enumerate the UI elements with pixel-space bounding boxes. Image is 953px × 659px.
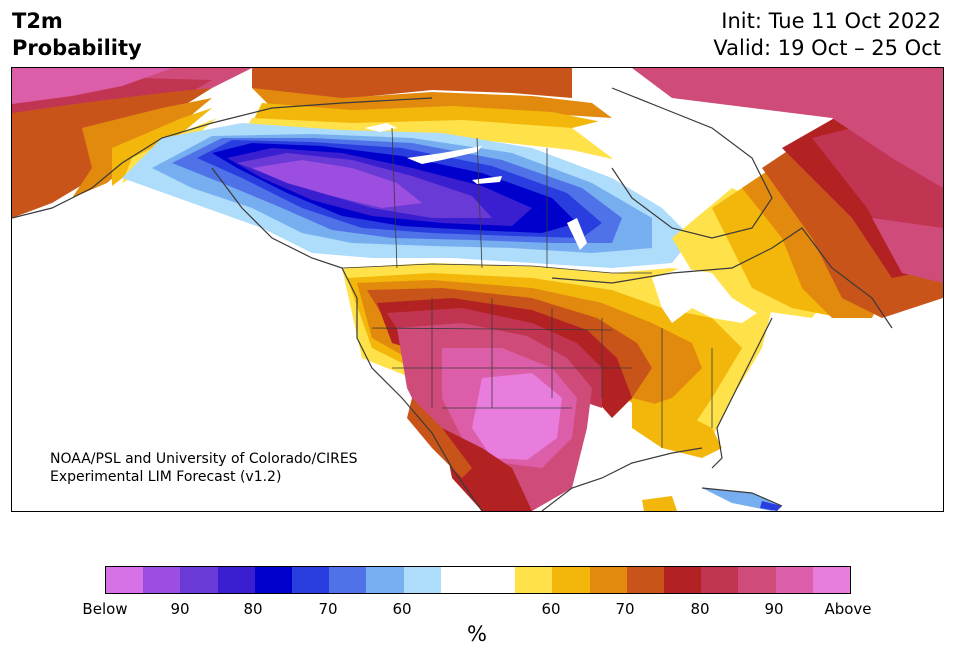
title-line-2: Probability bbox=[12, 36, 142, 60]
colorbar-cell bbox=[106, 567, 144, 593]
canada-below-90 bbox=[252, 160, 422, 208]
coastlines bbox=[12, 87, 893, 511]
alaska-above-inner bbox=[12, 68, 172, 104]
probability-map: NOAA/PSL and University of Colorado/CIRE… bbox=[11, 67, 944, 512]
colorbar-cell bbox=[775, 567, 813, 593]
colorbar-unit: % bbox=[467, 622, 487, 646]
labrador-above bbox=[872, 218, 943, 283]
colorbar-cell bbox=[552, 567, 590, 593]
great-lakes bbox=[652, 268, 757, 323]
colorbar-cell bbox=[478, 567, 516, 593]
colorbar-tick-label: 70 bbox=[615, 600, 635, 618]
colorbar-tick-label: 90 bbox=[764, 600, 784, 618]
colorbar bbox=[105, 566, 851, 594]
baja-above bbox=[407, 398, 472, 478]
colorbar-tick-label: 60 bbox=[541, 600, 561, 618]
forecast-dates: Init: Tue 11 Oct 2022 Valid: 19 Oct – 25… bbox=[713, 8, 941, 62]
caribbean-above bbox=[642, 496, 677, 511]
colorbar-tick-label: 70 bbox=[318, 600, 338, 618]
colorbar-cell bbox=[403, 567, 441, 593]
usa-above-max bbox=[472, 373, 562, 460]
colorbar-cell bbox=[701, 567, 739, 593]
valid-range: Valid: 19 Oct – 25 Oct bbox=[713, 36, 941, 60]
borders bbox=[341, 127, 713, 448]
hudson-bay-neutral bbox=[572, 98, 772, 208]
colorbar-cell bbox=[366, 567, 404, 593]
colorbar-tick-label: Below bbox=[82, 600, 128, 618]
colorbar-cell bbox=[812, 567, 851, 593]
colorbar-cell bbox=[515, 567, 553, 593]
colorbar-cell bbox=[292, 567, 330, 593]
colorbar-tick-label: Above bbox=[824, 600, 872, 618]
great-slave-lake bbox=[407, 146, 482, 164]
cuba-below-dark bbox=[760, 501, 782, 511]
colorbar-cell bbox=[440, 567, 479, 593]
colorbar-tick-label: 80 bbox=[690, 600, 710, 618]
colorbar-cell bbox=[143, 567, 181, 593]
credit-line-2: Experimental LIM Forecast (v1.2) bbox=[50, 469, 282, 485]
north-canada-above-1 bbox=[252, 68, 572, 100]
colorbar-tick-label: 60 bbox=[392, 600, 412, 618]
map-credit: NOAA/PSL and University of Colorado/CIRE… bbox=[50, 450, 358, 486]
map-canvas bbox=[12, 68, 943, 511]
credit-line-1: NOAA/PSL and University of Colorado/CIRE… bbox=[50, 451, 358, 467]
lake-athabasca bbox=[472, 176, 502, 184]
colorbar-tick-label: 90 bbox=[170, 600, 190, 618]
colorbar-cell bbox=[664, 567, 702, 593]
colorbar-cell bbox=[254, 567, 293, 593]
southeast-above-65 bbox=[632, 398, 722, 458]
colorbar-cell bbox=[217, 567, 255, 593]
great-bear-lake bbox=[364, 123, 397, 132]
lake-winnipeg bbox=[567, 218, 587, 250]
map-title: T2m Probability bbox=[12, 8, 142, 62]
greenland-above bbox=[632, 68, 943, 188]
colorbar-cell bbox=[329, 567, 367, 593]
title-line-1: T2m bbox=[12, 9, 63, 33]
colorbar-cell bbox=[626, 567, 665, 593]
north-canada-above-3 bbox=[252, 103, 632, 148]
colorbar-cell bbox=[589, 567, 627, 593]
colorbar-cell bbox=[180, 567, 218, 593]
colorbar-cell bbox=[738, 567, 776, 593]
colorbar-tick-label: 80 bbox=[243, 600, 263, 618]
init-date: Init: Tue 11 Oct 2022 bbox=[721, 9, 941, 33]
mexico-above-80 bbox=[442, 428, 532, 511]
